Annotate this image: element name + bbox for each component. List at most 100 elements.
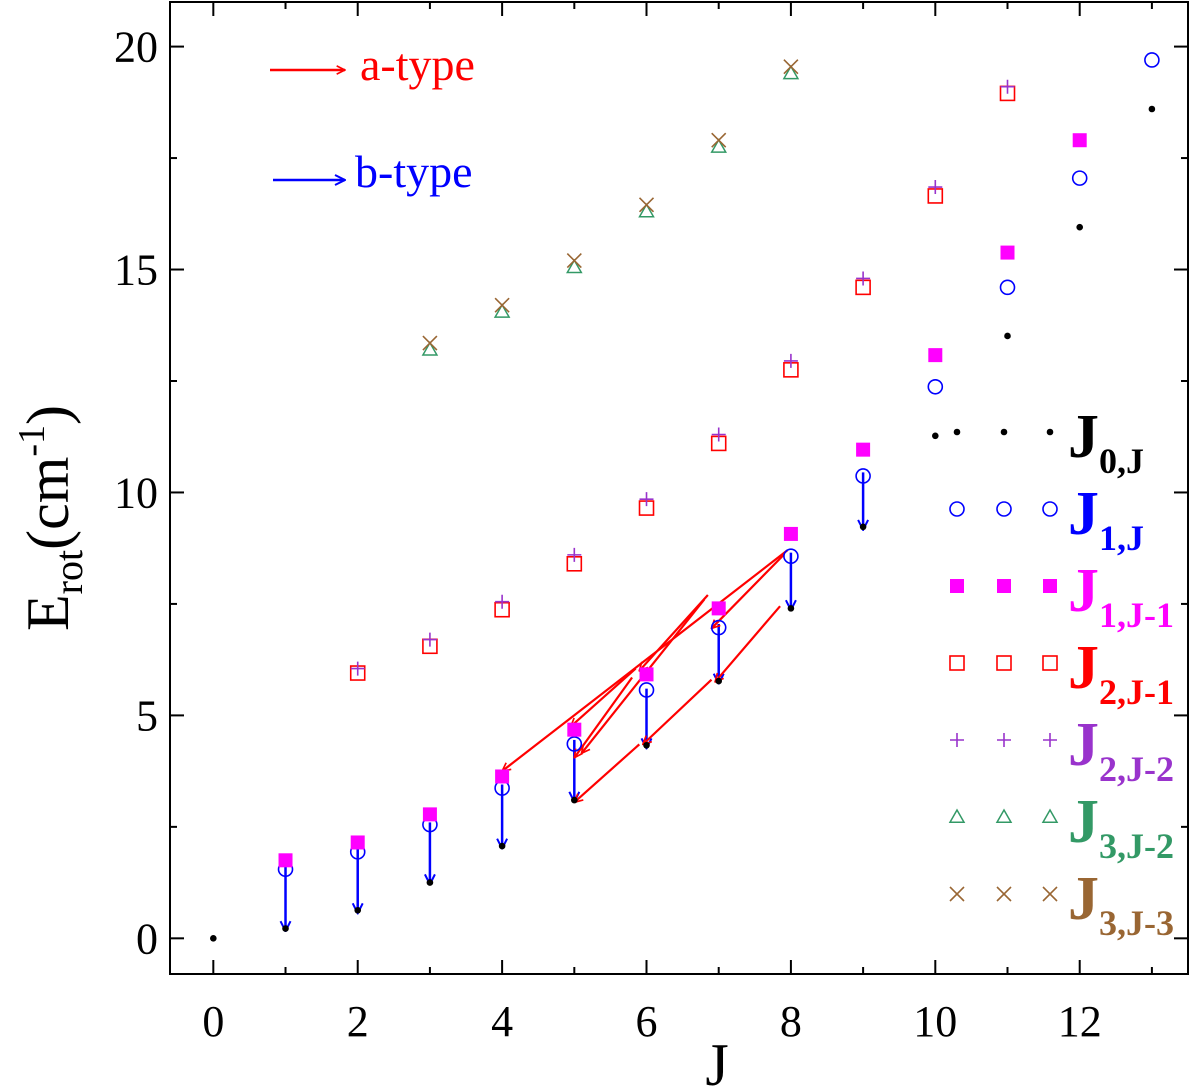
legend-marker-J2J-2 xyxy=(950,733,964,747)
legend-label-J0J: J0,J xyxy=(1068,403,1144,481)
legend-marker-J2J-1 xyxy=(949,655,965,671)
marker-J1J-1 xyxy=(856,442,871,457)
a-type-arrow xyxy=(574,676,633,757)
marker-J3J-3 xyxy=(494,297,510,313)
marker-J3J-3 xyxy=(566,253,582,269)
marker-J0J xyxy=(282,925,289,932)
y-tick-label: 15 xyxy=(114,246,158,295)
marker-J3J-2 xyxy=(710,138,728,153)
marker-J1J xyxy=(1071,170,1088,186)
legend-marker-J3J-2 xyxy=(948,808,966,823)
legend-label-main: J xyxy=(1068,403,1099,471)
legend-label-sub: 3,J-3 xyxy=(1099,903,1174,943)
legend-marker-J2J-2 xyxy=(1043,733,1057,747)
a-type-arrow xyxy=(715,605,781,682)
transition-key: a-type b-type xyxy=(270,39,475,197)
marker-J3J-2 xyxy=(638,203,655,218)
marker-J0J xyxy=(210,935,217,942)
y-axis-title-sub: rot xyxy=(46,550,91,594)
legend-marker-J1J-1 xyxy=(997,579,1011,593)
legend-label-sub: 1,J-1 xyxy=(1099,595,1174,635)
legend-marker-J1J xyxy=(996,501,1012,517)
marker-J1J-1 xyxy=(422,807,437,822)
legend-label-J3J-3: J3,J-3 xyxy=(1068,865,1174,943)
marker-J1J-1 xyxy=(1000,245,1015,260)
marker-J0J xyxy=(932,432,939,440)
x-tick-label: 4 xyxy=(491,997,513,1046)
axis-tick-labels: 0 2 4 6 8 10 12 0 5 10 15 20 xyxy=(114,23,1102,1046)
legend-marker-J1J-1 xyxy=(950,579,964,593)
legend-marker-J2J-1 xyxy=(996,655,1012,671)
legend-marker-J0J xyxy=(1046,428,1054,436)
b-type-arrows xyxy=(286,472,864,931)
x-tick-label: 10 xyxy=(913,997,957,1046)
marker-J1J-1 xyxy=(711,601,726,616)
y-tick-label: 10 xyxy=(114,468,158,517)
marker-J0J xyxy=(571,796,578,804)
marker-J3J-2 xyxy=(493,303,511,318)
axis-ticks xyxy=(170,2,1188,974)
marker-J1J-1 xyxy=(350,835,365,850)
legend-marker-J0J xyxy=(953,428,961,436)
marker-J1J xyxy=(783,548,799,565)
legend-label-sub: 2,J-2 xyxy=(1099,749,1174,789)
marker-J3J-3 xyxy=(638,197,655,213)
legend-marker-J2J-2 xyxy=(997,733,1011,747)
legend-label-main: J xyxy=(1068,865,1099,933)
y-axis-title-close: ) xyxy=(15,405,81,425)
x-tick-label: 12 xyxy=(1058,997,1102,1046)
marker-J0J xyxy=(715,677,723,685)
x-tick-label: 8 xyxy=(780,997,802,1046)
legend-label-main: J xyxy=(1068,634,1099,702)
marker-J3J-2 xyxy=(782,64,800,80)
a-type-arrows xyxy=(502,549,788,802)
a-type-arrow xyxy=(643,678,713,745)
legend-label-sub: 0,J xyxy=(1099,441,1144,481)
legend-marker-J2J-1 xyxy=(1042,655,1058,671)
a-type-key-label: a-type xyxy=(360,39,475,90)
legend-label-J2J-1: J2,J-1 xyxy=(1068,634,1174,712)
y-axis-title: Erot(cm-1) xyxy=(11,405,91,631)
x-axis-title: J xyxy=(705,1032,728,1089)
legend-label-J1J-1: J1,J-1 xyxy=(1068,557,1174,635)
marker-J1J-1 xyxy=(783,526,798,541)
marker-J3J-3 xyxy=(711,132,727,148)
marker-J1J-1 xyxy=(639,667,654,682)
marker-J0J xyxy=(354,906,362,914)
plot-frame xyxy=(169,1,1189,975)
legend-label-J2J-2: J2,J-2 xyxy=(1068,711,1174,789)
y-axis-title-unit: (cm xyxy=(15,457,81,550)
marker-J1J-1 xyxy=(495,769,510,784)
a-type-arrow xyxy=(574,743,641,802)
marker-J1J xyxy=(566,736,583,752)
legend-marker-J3J-2 xyxy=(1041,808,1059,823)
marker-J1J xyxy=(638,682,655,698)
marker-J0J xyxy=(859,523,867,531)
svg-text:Erot(cm-1): Erot(cm-1) xyxy=(11,405,91,631)
legend-label-J3J-2: J3,J-2 xyxy=(1068,788,1174,866)
legend-label-sub: 2,J-1 xyxy=(1099,672,1174,712)
y-tick-label: 5 xyxy=(136,691,158,740)
legend-label-sub: 1,J xyxy=(1099,518,1144,558)
marker-J1J-1 xyxy=(928,348,943,363)
marker-J0J xyxy=(498,842,506,850)
marker-J1J xyxy=(855,468,871,484)
a-type-arrow xyxy=(711,554,785,629)
x-tick-label: 0 xyxy=(202,997,224,1046)
marker-J2J-2 xyxy=(567,547,582,562)
marker-J2J-2 xyxy=(928,180,943,195)
a-type-arrow xyxy=(571,667,637,727)
y-axis-title-main: E xyxy=(15,594,81,631)
legend-marker-J3J-2 xyxy=(995,808,1013,823)
legend-marker-J1J xyxy=(949,501,965,517)
legend-marker-J3J-3 xyxy=(996,886,1012,902)
data-markers xyxy=(210,52,1160,942)
y-tick-label: 0 xyxy=(136,914,158,963)
marker-J1J xyxy=(927,378,944,395)
marker-J0J xyxy=(1148,105,1156,113)
marker-J1J xyxy=(1144,52,1160,68)
legend-marker-J0J xyxy=(1000,428,1008,436)
marker-J3J-3 xyxy=(422,335,438,351)
marker-J0J xyxy=(426,879,434,886)
